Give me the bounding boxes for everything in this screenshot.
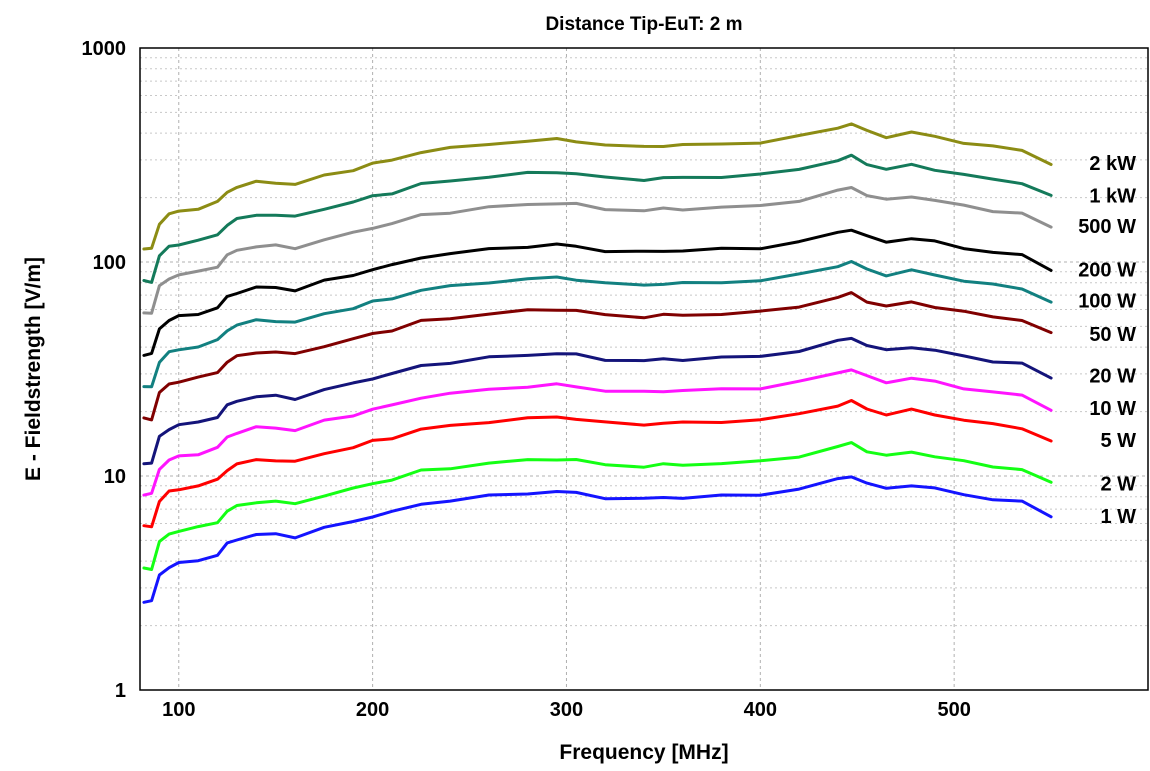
y-tick-label: 10 — [104, 466, 126, 488]
x-tick-label: 400 — [744, 699, 777, 721]
series-label-5-w: 5 W — [1100, 430, 1136, 452]
series-line-2-w — [142, 441, 1053, 571]
x-tick-label: 100 — [162, 699, 195, 721]
series-line-1-w — [142, 475, 1053, 604]
series-label-1-w: 1 W — [1100, 506, 1136, 528]
series-line-200-w — [142, 228, 1053, 357]
series-label-500-w: 500 W — [1078, 216, 1136, 238]
series-label-1-kw: 1 kW — [1089, 185, 1136, 207]
x-tick-label: 200 — [356, 699, 389, 721]
series-line-50-w — [142, 291, 1053, 422]
x-axis-label: Frequency [MHz] — [559, 741, 728, 764]
chart-title: Distance Tip-EuT: 2 m — [545, 14, 742, 35]
series-label-200-w: 200 W — [1078, 260, 1136, 282]
y-tick-label: 1000 — [82, 38, 127, 60]
series-line-100-w — [142, 260, 1053, 389]
x-tick-label: 500 — [937, 699, 970, 721]
series-line-10-w — [142, 368, 1053, 497]
series-line-20-w — [142, 336, 1053, 466]
y-axis-label: E - Fieldstrength [V/m] — [22, 257, 45, 481]
x-tick-labels: 100 200 300 400 500 — [162, 699, 971, 721]
series-label-50-w: 50 W — [1089, 324, 1136, 346]
series-label-10-w: 10 W — [1089, 398, 1136, 420]
series-line-1-kw — [142, 153, 1053, 284]
series-line-500-w — [142, 186, 1053, 315]
series-label-2-w: 2 W — [1100, 474, 1136, 496]
y-tick-label: 100 — [93, 252, 126, 274]
series-label-2-kw: 2 kW — [1089, 153, 1136, 175]
series-line-2-kw — [142, 122, 1053, 251]
x-tick-label: 300 — [550, 699, 583, 721]
y-tick-labels: 1 10 100 1000 — [82, 38, 127, 702]
series-labels: 2 kW 1 kW 500 W 200 W 100 W 50 W 20 W 10 W 5 W 2 … — [1078, 153, 1136, 528]
series-label-100-w: 100 W — [1078, 291, 1136, 313]
series-lines — [142, 122, 1053, 604]
series-label-20-w: 20 W — [1089, 365, 1136, 387]
plot-frame — [139, 47, 1149, 691]
grid — [140, 48, 1148, 690]
series-line-5-w — [142, 399, 1053, 529]
y-tick-label: 1 — [115, 680, 126, 702]
